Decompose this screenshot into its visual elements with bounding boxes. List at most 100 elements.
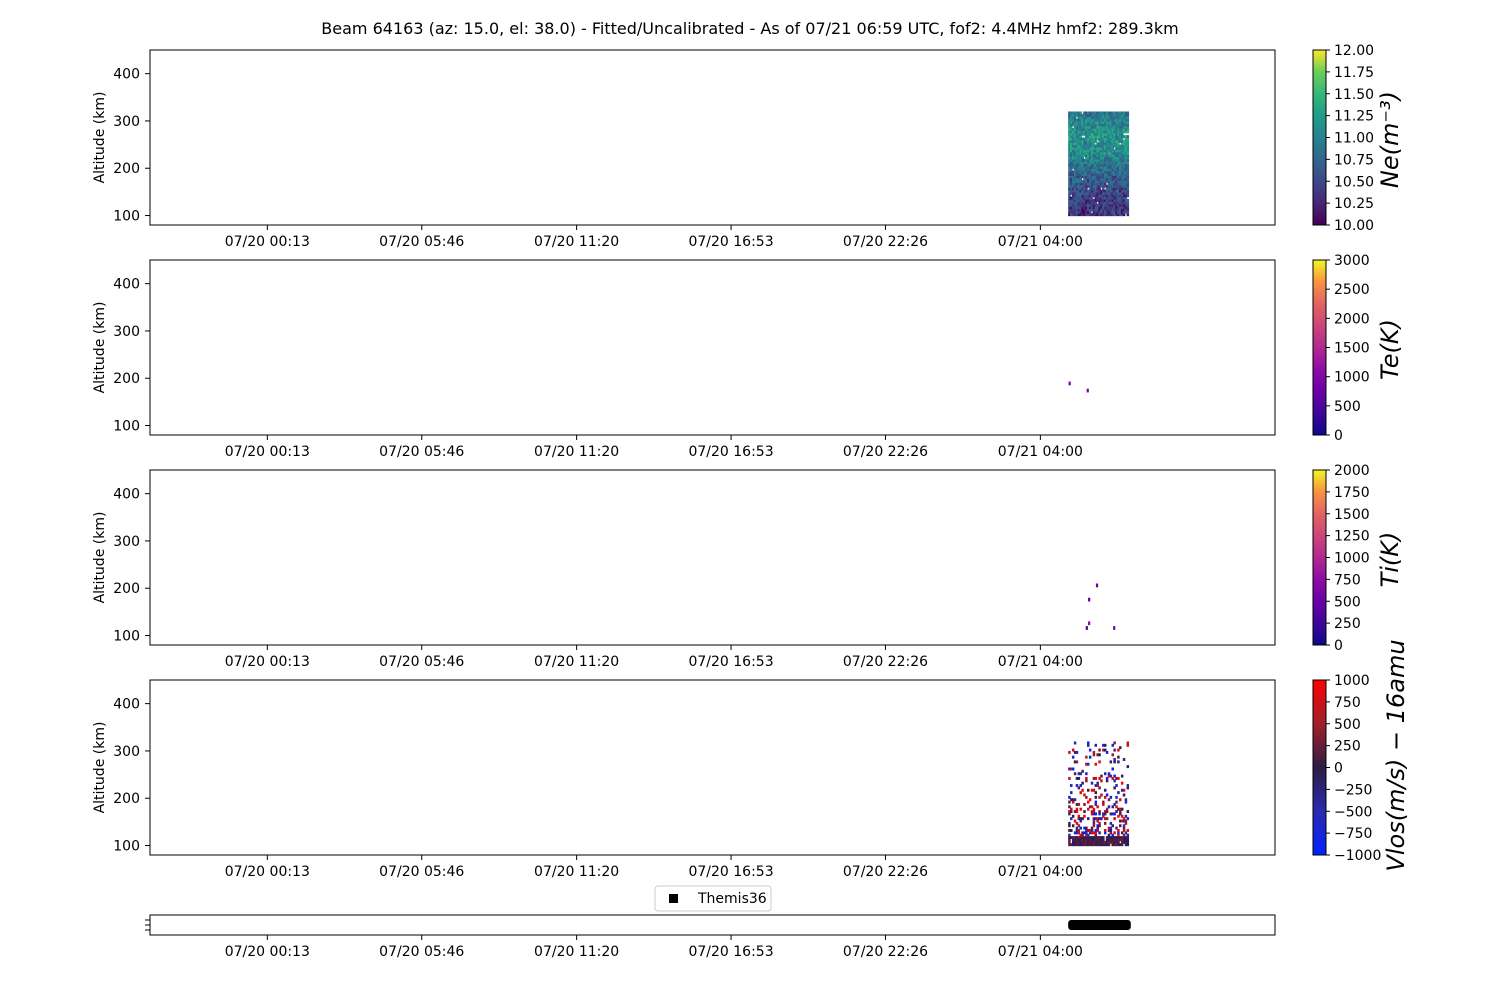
data-cell <box>1098 196 1101 200</box>
data-cell <box>1083 843 1086 847</box>
data-cell <box>1107 826 1111 830</box>
data-cell <box>1119 196 1122 200</box>
data-cell <box>1122 833 1126 837</box>
data-cell <box>1113 149 1116 153</box>
data-cell <box>1096 196 1099 200</box>
x-tick-label: 07/20 00:13 <box>225 444 310 460</box>
data-cell <box>1073 158 1077 162</box>
data-cell <box>1122 161 1126 165</box>
data-cell <box>1098 156 1101 160</box>
data-cell <box>1117 116 1120 120</box>
data-cell <box>1070 172 1073 176</box>
data-cell <box>1113 116 1116 120</box>
data-cell <box>1081 144 1084 148</box>
data-cell <box>1113 843 1116 847</box>
data-cell <box>1087 840 1090 844</box>
data-cell <box>1103 795 1107 799</box>
y-tick-label: 200 <box>113 161 140 177</box>
data-cell <box>1075 203 1079 207</box>
data-cell <box>1085 175 1088 179</box>
data-cell <box>1111 128 1114 132</box>
data-cell <box>1092 817 1096 821</box>
data-cell <box>1083 144 1086 148</box>
data-cell <box>1094 213 1098 217</box>
data-cell <box>1079 156 1082 160</box>
data-cell <box>1087 144 1090 148</box>
data-cell <box>1071 172 1075 176</box>
data-cell <box>1105 123 1109 127</box>
data-cell <box>1079 826 1082 830</box>
data-cell <box>1105 163 1109 167</box>
data-cell <box>1120 189 1124 193</box>
data-cell <box>1079 154 1082 158</box>
data-cell <box>1119 151 1122 155</box>
data-cell <box>1115 203 1118 207</box>
data-cell <box>1079 128 1082 132</box>
colorbar-tick-label: 10.25 <box>1334 196 1374 212</box>
data-cell <box>1098 111 1101 115</box>
data-cell <box>1115 137 1118 141</box>
data-cell <box>1068 838 1071 842</box>
data-cell <box>1109 208 1113 212</box>
data-cell <box>1117 210 1120 214</box>
data-cell <box>1113 213 1116 217</box>
data-cell <box>1096 210 1099 214</box>
data-cell <box>1075 831 1079 835</box>
data-cell <box>1109 128 1113 132</box>
data-cell <box>1094 163 1098 167</box>
data-cell <box>1068 810 1071 814</box>
data-cell <box>1107 123 1111 127</box>
data-cell <box>1122 213 1126 217</box>
data-cell <box>1115 213 1118 217</box>
y-tick-label: 400 <box>113 277 140 293</box>
figure-title: Beam 64163 (az: 15.0, el: 38.0) - Fitted… <box>321 19 1178 38</box>
data-cell <box>1092 201 1096 205</box>
data-cell <box>1079 203 1082 207</box>
data-cell <box>1126 158 1130 162</box>
data-cell <box>1126 116 1130 120</box>
data-cell <box>1111 172 1114 176</box>
data-cell <box>1070 156 1073 160</box>
data-cell <box>1094 144 1098 148</box>
data-cell <box>1094 187 1098 191</box>
data-cell <box>1100 149 1103 153</box>
data-cell <box>1083 111 1086 115</box>
data-cell <box>1070 116 1073 120</box>
data-cell <box>1126 184 1130 188</box>
data-cell <box>1073 175 1077 179</box>
data-cell <box>1126 203 1130 207</box>
data-layer <box>1068 111 1130 217</box>
data-cell <box>1126 187 1130 191</box>
data-cell <box>1098 191 1101 195</box>
data-cell <box>1090 170 1094 174</box>
data-cell <box>1122 184 1126 188</box>
data-cell <box>1102 146 1105 150</box>
data-cell <box>1098 786 1101 790</box>
data-cell <box>1094 784 1098 788</box>
data-cell <box>1085 149 1088 153</box>
data-cell <box>1071 130 1075 134</box>
data-cell <box>1098 116 1101 120</box>
data-cell <box>1077 154 1081 158</box>
data-cell <box>1102 125 1105 129</box>
data-cell <box>1107 172 1111 176</box>
data-cell <box>1113 156 1116 160</box>
data-cell <box>1126 111 1130 115</box>
data-cell <box>1107 198 1111 202</box>
data-cell <box>1120 203 1124 207</box>
data-cell <box>1087 180 1090 184</box>
data-cell <box>1102 198 1105 202</box>
data-cell <box>1120 187 1124 191</box>
data-cell <box>1103 177 1107 181</box>
data-cell <box>1120 113 1124 117</box>
data-cell <box>1113 175 1116 179</box>
data-cell <box>1105 165 1109 169</box>
data-cell <box>1098 753 1101 757</box>
data-cell <box>1090 788 1094 792</box>
data-cell <box>1090 116 1094 120</box>
data-cell <box>1103 821 1107 825</box>
data-cell <box>1115 177 1118 181</box>
data-cell <box>1075 843 1079 847</box>
data-cell <box>1098 198 1101 202</box>
data-cell <box>1098 206 1101 210</box>
